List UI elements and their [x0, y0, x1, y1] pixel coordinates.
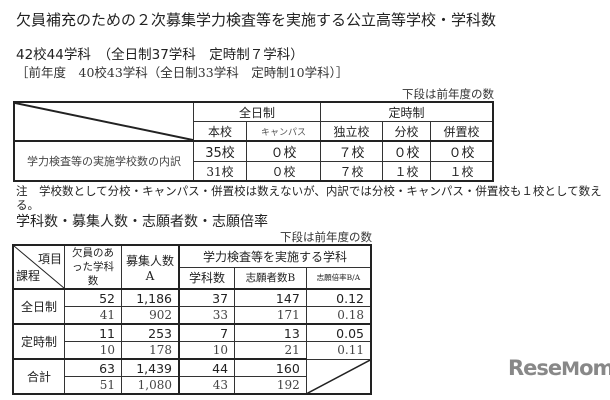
- applicants-table: 項目 課程 欠員のあった学科数 募集人数 A 学力検査等を実施する学科 学科数 志…: [12, 244, 372, 395]
- sub-col: 志願倍率B/A: [305, 266, 372, 290]
- sub-col: 学科数: [178, 266, 236, 290]
- cell: 0.12: [305, 288, 372, 307]
- cell: 63: [64, 358, 122, 377]
- lower-row-note: 下段は前年度の数: [402, 87, 494, 101]
- table-row: 10 178 10 21 0.11: [13, 341, 372, 360]
- cell: 0.11: [305, 341, 372, 360]
- diagonal-corner: [13, 101, 194, 142]
- cell: ０校: [245, 140, 322, 162]
- cell: 41: [64, 306, 122, 325]
- table-row: 全日制 52 1,186 37 147 0.12: [12, 288, 372, 325]
- diagonal-empty-cell: [305, 358, 372, 395]
- col-header: 併置校: [429, 121, 494, 142]
- cell: ０校: [245, 161, 322, 182]
- group-header: 学力検査等を実施する学科: [178, 244, 372, 268]
- cell: 33: [178, 306, 236, 325]
- page-title: 欠員補充のための２次募集学力検査等を実施する公立高等学校・学科数: [16, 11, 497, 29]
- cell: 10: [64, 341, 122, 360]
- cell: 1,080: [121, 376, 180, 395]
- col-header: 本校: [193, 121, 247, 142]
- cell: 10: [178, 341, 236, 360]
- cell: 44: [178, 358, 236, 377]
- diagonal-corner: 項目 課程: [12, 244, 65, 290]
- corner-top: 項目: [37, 252, 62, 266]
- cell: 35校: [193, 140, 247, 162]
- cell: 160: [234, 358, 307, 377]
- cell: 21: [234, 341, 307, 360]
- cell: ７校: [320, 161, 383, 182]
- col-recruit: 募集人数 A: [121, 244, 180, 290]
- cell: ０校: [429, 140, 494, 162]
- cell: 52: [64, 288, 122, 307]
- row-label: 全日制: [12, 288, 65, 325]
- cell: 253: [121, 323, 180, 342]
- header-full-time: 全日制: [192, 101, 322, 122]
- cell: 37: [178, 288, 236, 307]
- row-label: 合計: [12, 358, 65, 395]
- cell: 11: [64, 323, 122, 342]
- cell: 31校: [193, 161, 247, 182]
- col-header: キャンパス: [245, 121, 322, 142]
- cell: １校: [381, 161, 431, 182]
- col-header: 分校: [381, 121, 431, 142]
- row-label: 学力検査等の実施学校数の内訳: [13, 140, 194, 182]
- cell: 902: [121, 306, 180, 325]
- previous-year-line: ［前年度 40校43学科（全日制33学科 定時制10学科）］: [16, 65, 349, 80]
- table-row: 41 902 33 171 0.18: [13, 306, 372, 325]
- table-row: 51 1,080 43 192: [13, 376, 371, 395]
- cell: 13: [234, 323, 307, 342]
- summary-line: 42校44学科 （全日制37学科 定時制７学科）: [16, 47, 304, 63]
- cell: 1,186: [121, 288, 180, 307]
- lower-row-note: 下段は前年度の数: [280, 230, 372, 244]
- cell: 7: [178, 323, 236, 342]
- cell: 0.18: [305, 306, 372, 325]
- cell: 178: [121, 341, 180, 360]
- cell: ０校: [381, 140, 431, 162]
- footnote: 注 学校数として分校・キャンパス・併置校は数えないが、内訳では分校・キャンパス・…: [16, 184, 602, 212]
- section-title: 学科数・募集人数・志願者数・志願倍率: [16, 214, 268, 230]
- col-recruit-label: 募集人数: [126, 253, 175, 268]
- cell: 147: [234, 288, 307, 307]
- resemom-logo: ReseMom.: [508, 356, 610, 380]
- table-row: 定時制 11 253 7 13 0.05: [12, 323, 372, 360]
- cell: 171: [234, 306, 307, 325]
- col-header: 独立校: [320, 121, 383, 142]
- sub-col: 志願者数B: [234, 266, 307, 290]
- col-recruit-sub: A: [145, 268, 155, 283]
- cell: ７校: [320, 140, 383, 162]
- table-row: 合計 63 1,439 44 160: [12, 358, 372, 395]
- corner-bottom: 課程: [16, 269, 41, 283]
- cell: 192: [234, 376, 307, 395]
- cell: 1,439: [121, 358, 180, 377]
- cell: 51: [64, 376, 122, 395]
- cell: 43: [178, 376, 236, 395]
- header-part-time: 定時制: [320, 101, 494, 122]
- cell: 0.05: [305, 323, 372, 342]
- row-label: 定時制: [12, 323, 65, 360]
- school-breakdown-table: 全日制 定時制 本校 キャンパス 独立校 分校 併置校 学力検査等の実施学校数の…: [13, 101, 494, 182]
- col-vacancy: 欠員のあった学科数: [64, 244, 122, 290]
- cell: １校: [429, 161, 494, 182]
